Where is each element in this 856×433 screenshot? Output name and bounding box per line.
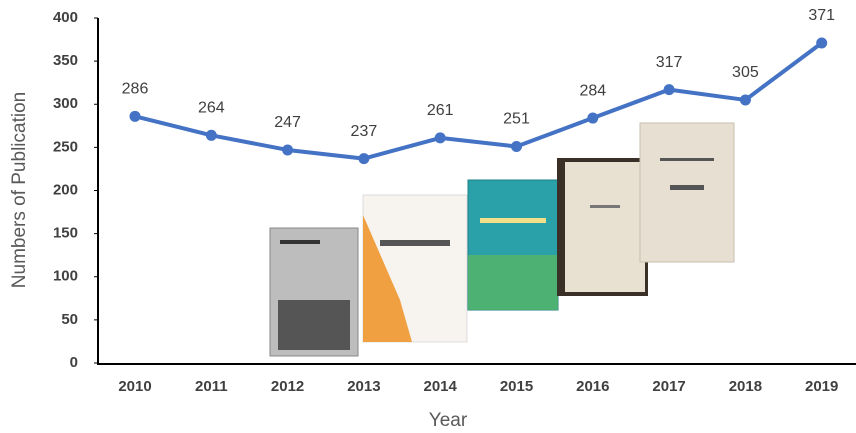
- x-tick-label: 2018: [729, 378, 762, 395]
- cover-page: [565, 162, 645, 292]
- cover-text: [380, 240, 450, 246]
- y-tick-label: 200: [53, 181, 78, 198]
- data-label: 237: [351, 123, 378, 140]
- cover-text: [280, 240, 320, 244]
- data-label: 286: [122, 81, 149, 98]
- point: [282, 144, 293, 155]
- data-label: 371: [808, 7, 835, 24]
- y-tick-label: 100: [53, 268, 78, 285]
- x-tick-label: 2012: [271, 378, 304, 395]
- point: [206, 130, 217, 141]
- x-tick-label: 2014: [424, 378, 458, 395]
- x-tick-label: 2010: [118, 378, 151, 395]
- cover-photo: [278, 300, 350, 350]
- y-tick-label: 300: [53, 95, 78, 112]
- x-tick-label: 2019: [805, 378, 838, 395]
- point: [435, 132, 446, 143]
- point: [740, 94, 751, 105]
- y-tick-label: 50: [61, 311, 78, 328]
- x-tick-label: 2013: [347, 378, 380, 395]
- data-label: 284: [579, 82, 606, 99]
- y-tick-label: 150: [53, 225, 78, 242]
- x-tick-label: 2015: [500, 378, 533, 395]
- y-tick-label: 250: [53, 138, 78, 155]
- point: [664, 84, 675, 95]
- data-label: 261: [427, 102, 454, 119]
- x-tick-label: 2011: [195, 378, 228, 395]
- chart: Year Numbers of Publication 0 50 100 150 200…: [0, 0, 856, 433]
- cover-text: [670, 185, 704, 190]
- y-tick-label: 0: [70, 354, 78, 371]
- x-tick-label: 2017: [652, 378, 685, 395]
- cover-photo: [468, 255, 558, 310]
- data-label: 264: [198, 100, 225, 117]
- y-tick-label: 400: [53, 9, 78, 26]
- point: [358, 153, 369, 164]
- cover: [640, 123, 734, 262]
- cover-text: [480, 218, 546, 223]
- publication-covers: [270, 123, 734, 356]
- data-label: 317: [656, 54, 683, 71]
- x-tick-label: 2016: [576, 378, 609, 395]
- y-tick-label: 350: [53, 52, 78, 69]
- y-axis-title: Numbers of Publication: [9, 92, 30, 288]
- cover-text: [590, 205, 620, 208]
- data-label: 305: [732, 64, 759, 81]
- point: [587, 113, 598, 124]
- data-label: 251: [503, 111, 530, 128]
- data-label: 247: [274, 114, 301, 131]
- point: [816, 38, 827, 49]
- point: [511, 141, 522, 152]
- point: [130, 111, 141, 122]
- cover-text: [660, 158, 714, 161]
- x-axis-title: Year: [429, 410, 468, 431]
